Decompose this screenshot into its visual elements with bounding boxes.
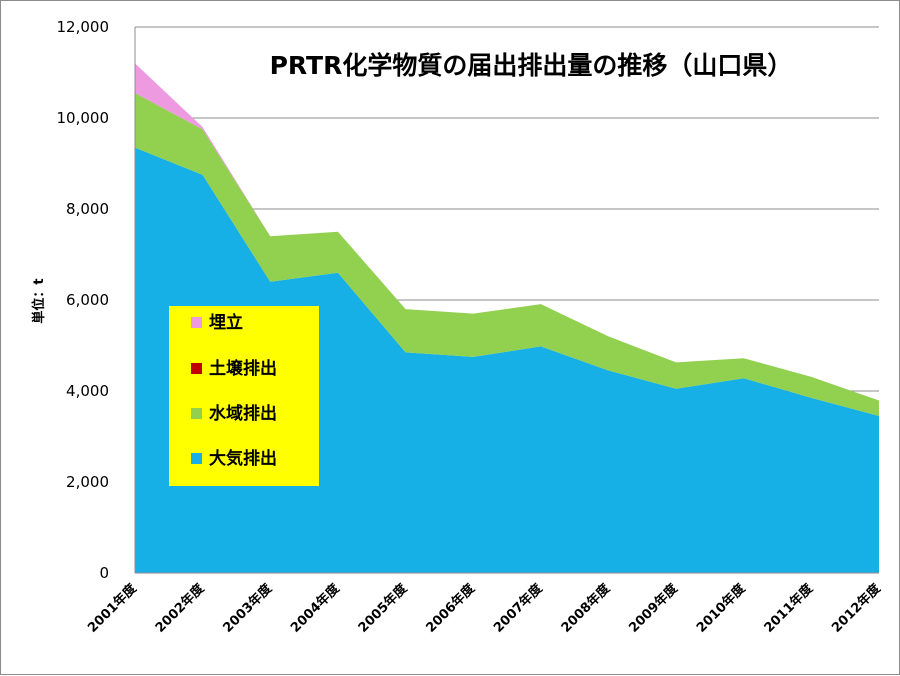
area-series (135, 92, 879, 417)
chart-title: PRTR化学物質の届出排出量の推移（山口県） (270, 51, 793, 80)
area-series (135, 147, 879, 573)
legend-swatch (191, 453, 202, 464)
y-tick-label: 2,000 (66, 473, 109, 491)
legend-label: 水域排出 (209, 403, 277, 424)
x-tick-label: 2012年度 (829, 580, 885, 636)
y-axis-label: 単位：t (31, 278, 47, 323)
x-tick-label: 2010年度 (693, 580, 749, 636)
y-tick-label: 10,000 (57, 109, 110, 127)
y-tick-labels: 0 2,000 4,000 6,000 8,000 10,000 12,000 (57, 18, 110, 582)
legend-label: 埋立 (209, 312, 243, 333)
area-series-group (135, 63, 879, 573)
x-tick-label: 2004年度 (287, 580, 343, 636)
y-tick-label: 8,000 (66, 200, 109, 218)
x-tick-label: 2006年度 (423, 580, 479, 636)
legend-swatch (191, 408, 202, 419)
x-tick-label: 2008年度 (558, 580, 614, 636)
x-tick-label: 2001年度 (85, 580, 141, 636)
x-tick-label: 2009年度 (626, 580, 682, 636)
x-tick-label: 2003年度 (220, 580, 276, 636)
legend-swatch (191, 363, 202, 374)
legend-label: 土壌排出 (209, 358, 277, 379)
legend-swatch (191, 317, 202, 328)
legend-label: 大気排出 (209, 448, 277, 469)
x-tick-label: 2005年度 (355, 580, 411, 636)
y-tick-label: 12,000 (57, 18, 110, 36)
x-tick-label: 2007年度 (490, 580, 546, 636)
y-tick-label: 0 (99, 564, 109, 582)
x-tick-label: 2002年度 (152, 580, 208, 636)
y-tick-label: 4,000 (66, 382, 109, 400)
x-tick-label: 2011年度 (761, 580, 817, 636)
x-tick-labels: 2001年度 2002年度 2003年度 2004年度 2005年度 2006年度 2007… (85, 580, 885, 636)
y-tick-label: 6,000 (66, 291, 109, 309)
